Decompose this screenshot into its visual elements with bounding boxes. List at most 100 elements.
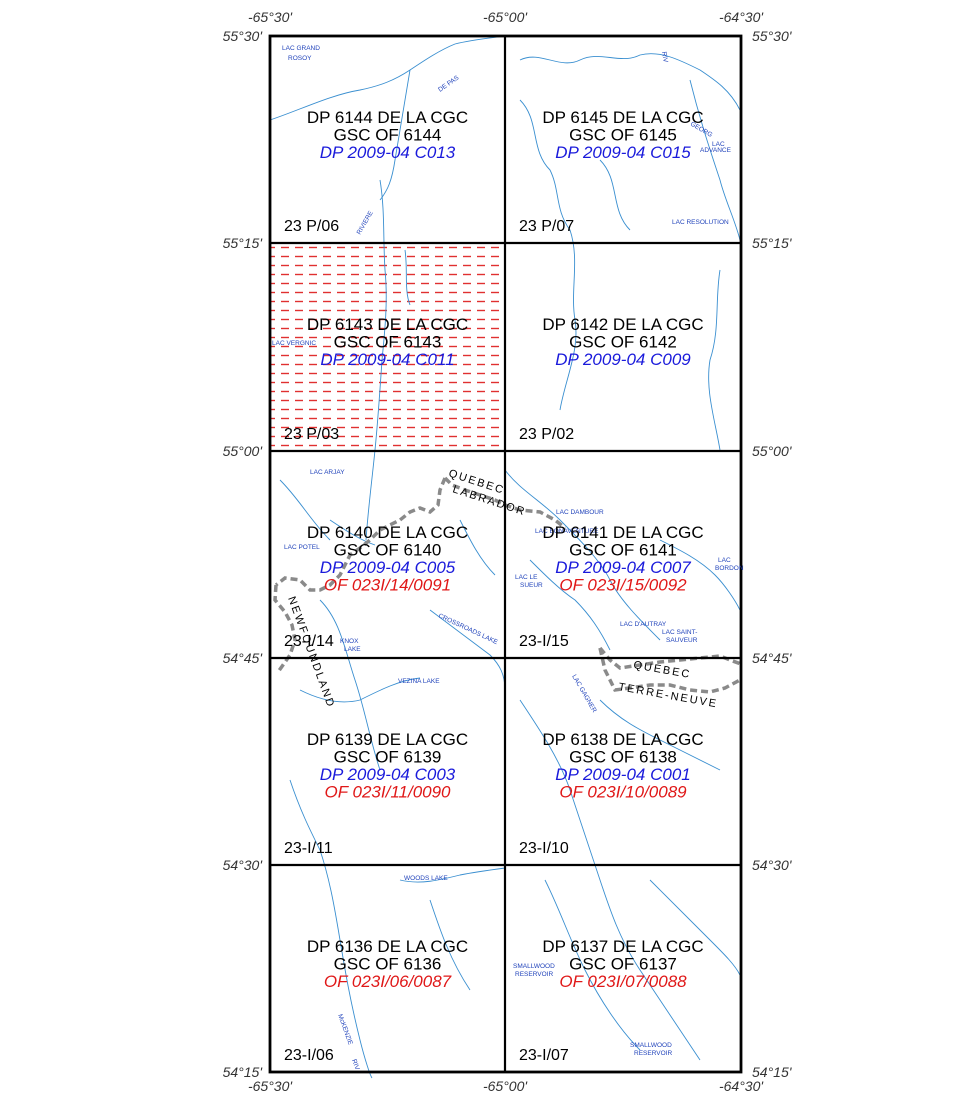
tile-reference-line: GSC OF 6139 xyxy=(334,748,442,767)
place-name-label: RIV xyxy=(660,51,669,64)
tile-reference-line: DP 2009-04 C003 xyxy=(320,765,456,784)
tile-reference-line: OF 023I/06/0087 xyxy=(324,972,452,991)
place-name-label: RESERVOIR xyxy=(634,1050,672,1057)
place-name-label: SMALLWOOD xyxy=(630,1042,672,1049)
tile-reference-line: DP 2009-04 C001 xyxy=(555,765,690,784)
place-name-label: RIV xyxy=(350,1058,361,1071)
place-name-label: LAC SAINT- xyxy=(662,629,697,636)
tile-reference-line: OF 023I/15/0092 xyxy=(559,576,687,595)
tile-reference-line: DP 6138 DE LA CGC xyxy=(542,730,703,749)
place-name-label: LAC DAMBOUR xyxy=(556,509,604,516)
nts-sheet-code: 23 P/03 xyxy=(284,426,339,443)
nts-sheet-code: 23-I/11 xyxy=(284,840,333,857)
tile-reference-line: OF 023I/11/0090 xyxy=(324,783,451,802)
place-name-label: SUEUR xyxy=(520,582,543,589)
place-name-label: LAC xyxy=(712,141,725,148)
place-name-label: DE PAS xyxy=(437,74,461,94)
tile-reference-line: DP 6137 DE LA CGC xyxy=(542,937,703,956)
place-name-label: McKENZIE xyxy=(336,1013,354,1046)
tile-reference-line: OF 023I/10/0089 xyxy=(559,783,687,802)
latitude-label-left: 54°30' xyxy=(223,857,264,873)
tile-reference-line: GSC OF 6145 xyxy=(569,126,677,145)
nts-sheet-code: 23-I/06 xyxy=(284,1047,334,1064)
latitude-label-left: 55°15' xyxy=(223,235,264,251)
latitude-label-right: 55°30' xyxy=(752,28,793,44)
place-name-label: RESERVOIR xyxy=(515,971,553,978)
tile-reference-line: DP 6136 DE LA CGC xyxy=(307,937,468,956)
tile-reference-line: GSC OF 6141 xyxy=(569,541,677,560)
tile-reference-line: DP 2009-04 C009 xyxy=(555,350,691,369)
tile-reference-line: GSC OF 6138 xyxy=(569,748,677,767)
place-name-label: KNOX xyxy=(340,638,359,645)
place-name-label: ADVANCE xyxy=(700,147,732,154)
tile-reference-line: OF 023I/07/0088 xyxy=(559,972,687,991)
place-name-label: ROSOY xyxy=(288,55,312,62)
longitude-label-bottom: -64°30' xyxy=(719,1078,764,1094)
nts-sheet-code: 23 P/06 xyxy=(284,218,339,235)
latitude-label-left: 54°45' xyxy=(223,650,264,666)
place-name-label: LAC xyxy=(718,557,731,564)
tile-reference-line: DP 6143 DE LA CGC xyxy=(307,315,468,334)
border-label-nfld: NEWFOUNDLAND xyxy=(285,595,337,710)
nts-sheet-code: 23-I/15 xyxy=(519,633,569,650)
longitude-label-top: -65°00' xyxy=(483,9,528,25)
place-name-label: LAC D'AUTRAY xyxy=(620,621,667,628)
nts-sheet-code: 23 P/07 xyxy=(519,218,574,235)
longitude-label-top: -64°30' xyxy=(719,9,764,25)
place-name-label: SMALLWOOD xyxy=(513,963,555,970)
place-name-label: LAC ARJAY xyxy=(310,469,345,476)
tile-reference-line: DP 6144 DE LA CGC xyxy=(307,108,468,127)
place-name-label: LAC GRAND xyxy=(282,45,320,52)
hydrography xyxy=(269,35,741,1079)
tile-reference-line: DP 2009-04 C013 xyxy=(320,143,456,162)
coordinate-labels: 55°30' 55°30' 55°15' 55°15' 55°00' 55°00' 54°4… xyxy=(223,9,793,1094)
place-name-label: LAC RESOLUTION xyxy=(672,219,729,226)
tile-reference-line: GSC OF 6142 xyxy=(569,333,677,352)
nts-sheet-code: 23-I/14 xyxy=(284,633,334,650)
tile-reference-line: GSC OF 6144 xyxy=(334,126,442,145)
place-name-label: LAC POTEL xyxy=(284,544,320,551)
tile-reference-line: DP 6145 DE LA CGC xyxy=(542,108,703,127)
latitude-label-left: 55°00' xyxy=(223,443,264,459)
latitude-label-right: 55°00' xyxy=(752,443,793,459)
latitude-label-right: 54°30' xyxy=(752,857,793,873)
tile-reference-line: GSC OF 6143 xyxy=(334,333,442,352)
place-name-label: CROSSROADS LAKE xyxy=(437,612,499,646)
place-name-label: LAKE xyxy=(344,646,361,653)
place-name-label: RIVIERE xyxy=(356,209,375,236)
tile-reference-line: DP 2009-04 C005 xyxy=(320,558,456,577)
latitude-label-right: 54°15' xyxy=(752,1064,793,1080)
tile-reference-line: GSC OF 6136 xyxy=(334,955,442,974)
latitude-label-right: 54°45' xyxy=(752,650,793,666)
place-name-label: LAC BONAVENTURE xyxy=(535,528,599,535)
latitude-label-left: 54°15' xyxy=(223,1064,264,1080)
tile-reference-line: DP 6139 DE LA CGC xyxy=(307,730,468,749)
hatched-tile-fill xyxy=(270,243,505,451)
tile-reference-line: DP 2009-04 C007 xyxy=(555,558,691,577)
tile-reference-line: DP 2009-04 C011 xyxy=(320,350,454,369)
longitude-label-bottom: -65°00' xyxy=(483,1078,528,1094)
place-name-label: VEZINA LAKE xyxy=(398,678,440,685)
tile-reference-line: DP 2009-04 C015 xyxy=(555,143,691,162)
tile-reference-line: DP 6140 DE LA CGC xyxy=(307,523,468,542)
border-label-terre_neuve: TERRE-NEUVE xyxy=(617,681,718,710)
tile-reference-line: GSC OF 6137 xyxy=(569,955,677,974)
provincial-border xyxy=(273,476,742,694)
tile-reference-line: OF 023I/14/0091 xyxy=(324,576,451,595)
nts-sheet-code: 23-I/10 xyxy=(519,840,569,857)
place-name-label: LAC LE xyxy=(515,574,538,581)
place-name-label: LAC VERGNIC xyxy=(272,340,316,347)
nts-sheet-code: 23 P/02 xyxy=(519,426,574,443)
